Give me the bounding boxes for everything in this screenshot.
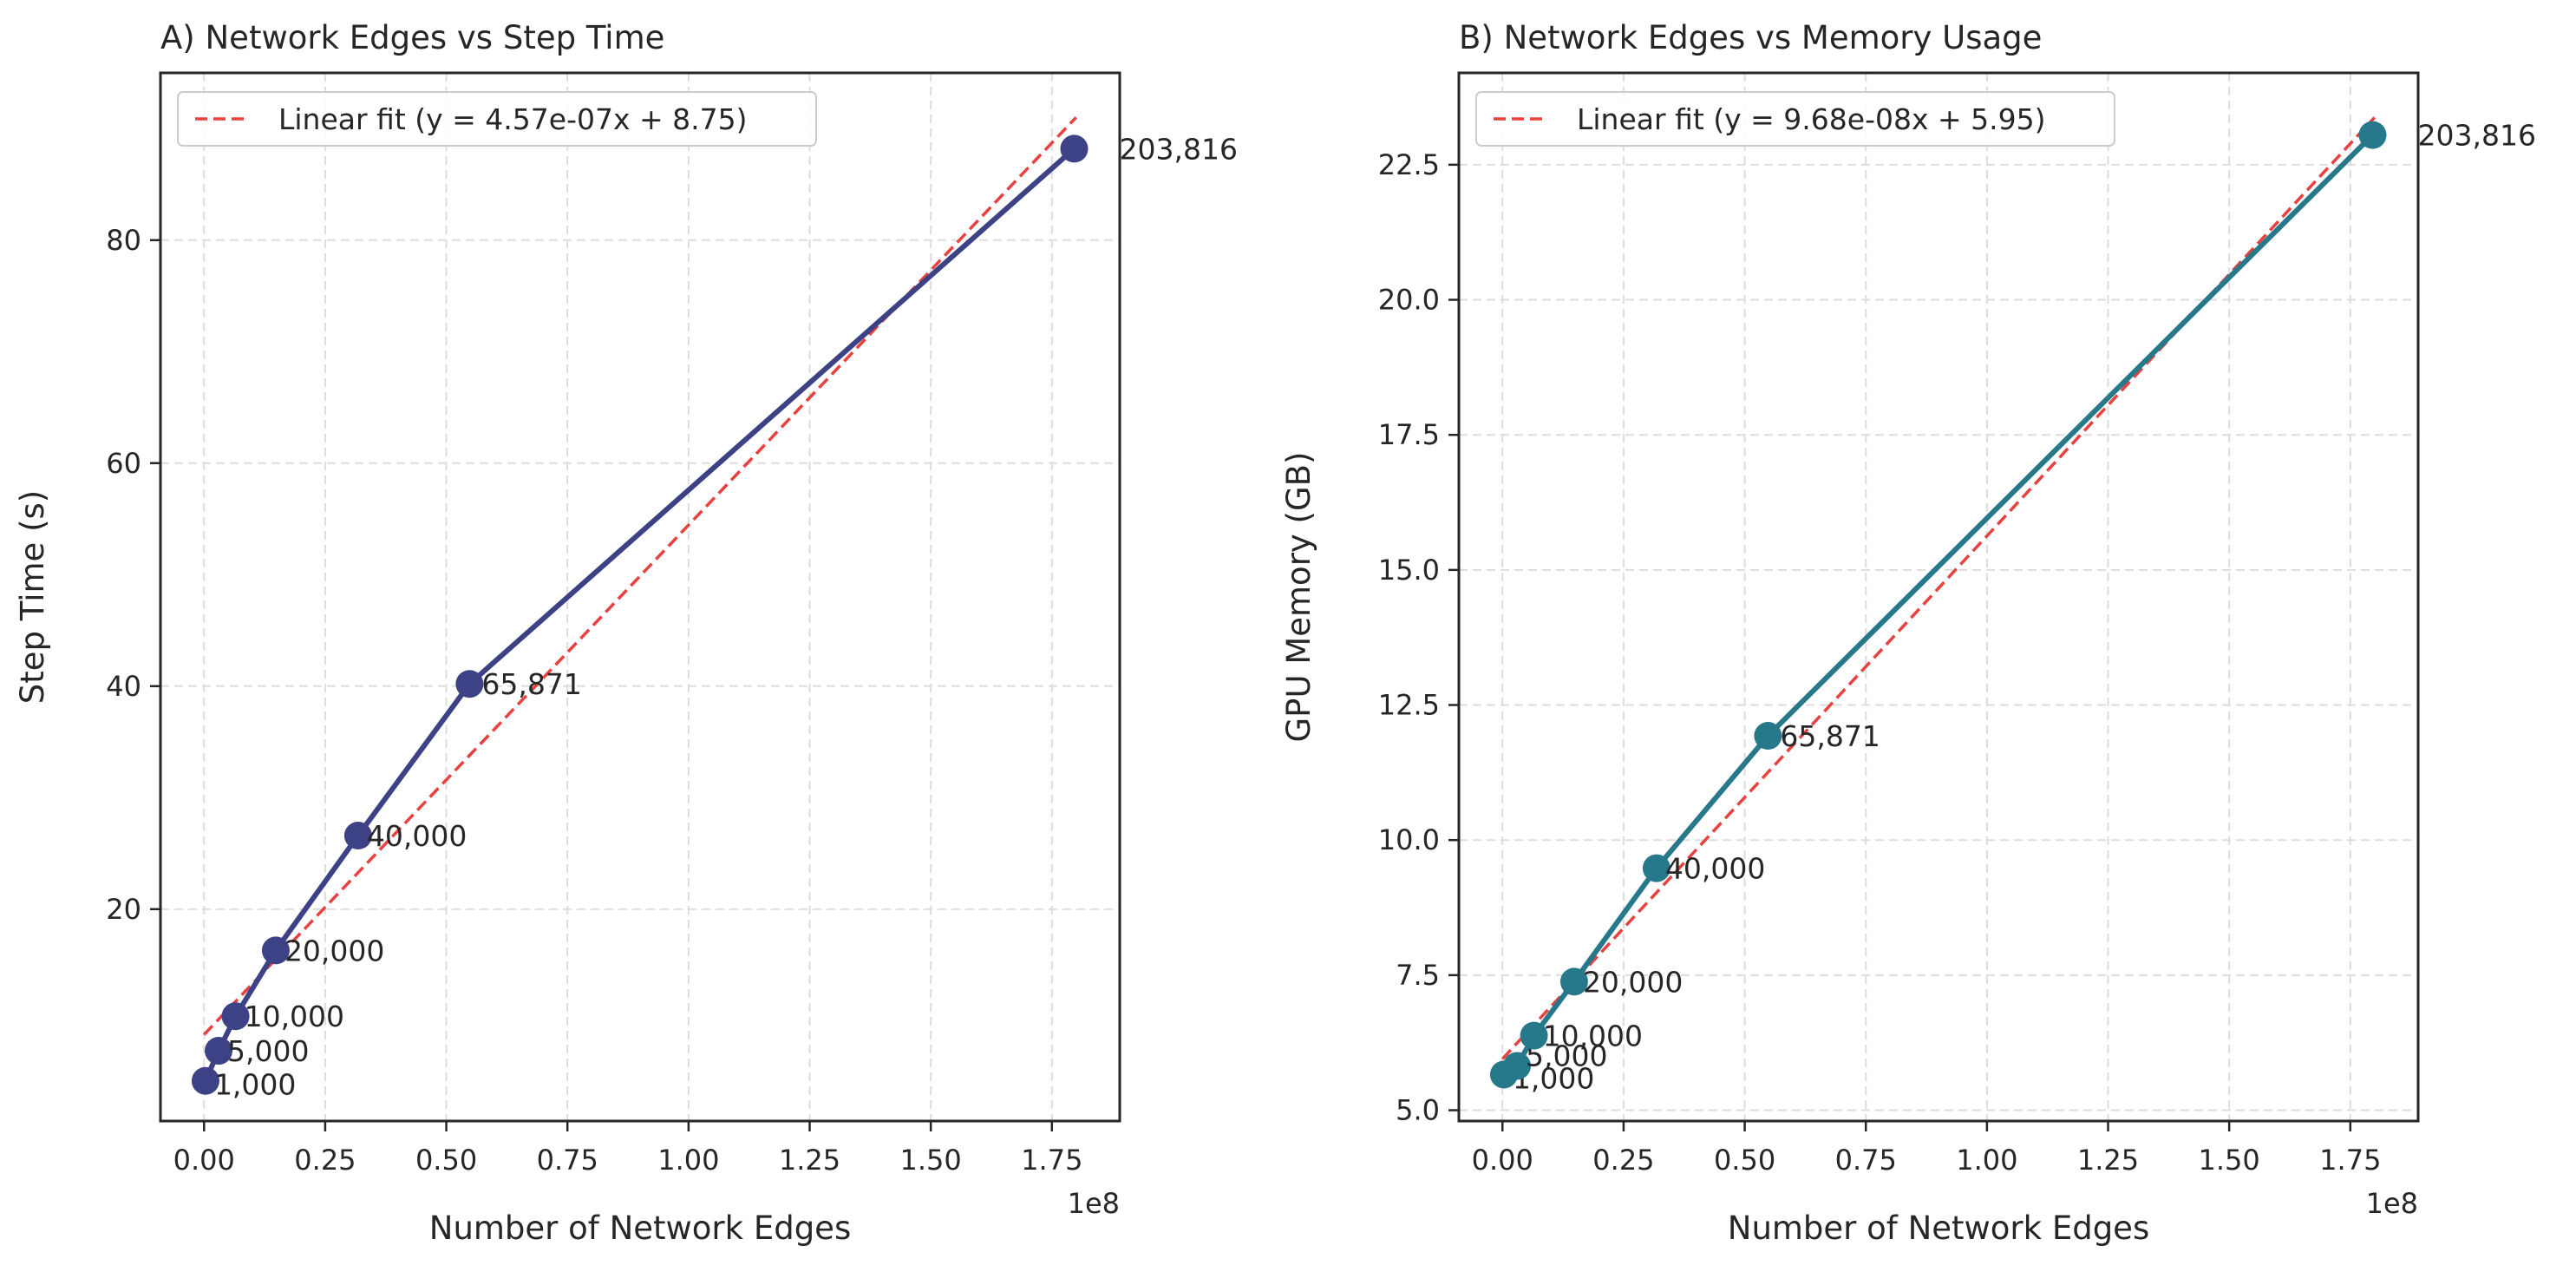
x-tick-label: 1.00 bbox=[657, 1144, 719, 1177]
x-tick-label: 1.75 bbox=[1021, 1144, 1082, 1177]
point-annotation: 40,000 bbox=[367, 819, 467, 853]
point-annotation: 10,000 bbox=[1543, 1020, 1643, 1053]
data-point-marker bbox=[1503, 1052, 1532, 1080]
legend-box bbox=[1475, 91, 2115, 147]
plot-frame bbox=[1457, 71, 2420, 1123]
data-point-marker bbox=[455, 670, 484, 698]
point-annotation: 1,000 bbox=[214, 1068, 296, 1102]
data-point-marker bbox=[205, 1037, 233, 1065]
x-axis-label: Number of Network Edges bbox=[429, 1210, 851, 1247]
chart-title: B) Network Edges vs Memory Usage bbox=[1459, 19, 2042, 56]
y-tick-label: 60 bbox=[106, 447, 141, 480]
point-annotation: 20,000 bbox=[1583, 965, 1683, 999]
point-annotation: 203,816 bbox=[2417, 119, 2535, 153]
x-tick-label: 1.50 bbox=[900, 1144, 962, 1177]
y-tick-label: 7.5 bbox=[1396, 959, 1440, 992]
point-annotation: 40,000 bbox=[1665, 852, 1765, 886]
point-annotation: 5,000 bbox=[227, 1034, 309, 1068]
data-point-marker bbox=[1520, 1021, 1548, 1050]
x-tick-label: 1.50 bbox=[2199, 1144, 2260, 1177]
data-point-marker bbox=[261, 936, 290, 965]
plot-frame bbox=[159, 71, 1121, 1123]
data-point-marker bbox=[2358, 121, 2387, 149]
point-annotation: 203,816 bbox=[1119, 132, 1237, 166]
data-point-marker bbox=[1754, 722, 1782, 751]
x-offset-label: 1e8 bbox=[1068, 1187, 1120, 1220]
data-point-marker bbox=[1642, 854, 1670, 882]
y-tick-label: 20 bbox=[106, 893, 141, 926]
linear-fit-line bbox=[203, 116, 1077, 1036]
y-tick-label: 17.5 bbox=[1378, 418, 1440, 451]
y-tick-label: 15.0 bbox=[1378, 554, 1440, 587]
x-tick-label: 0.25 bbox=[1592, 1144, 1654, 1177]
data-point-marker bbox=[343, 822, 372, 850]
x-axis-label: Number of Network Edges bbox=[1728, 1210, 2149, 1247]
x-offset-label: 1e8 bbox=[2366, 1187, 2418, 1220]
x-tick-label: 0.50 bbox=[415, 1144, 477, 1177]
y-tick-label: 22.5 bbox=[1378, 148, 1440, 181]
data-point-marker bbox=[1060, 134, 1089, 163]
data-point-marker bbox=[191, 1066, 219, 1095]
x-tick-label: 1.25 bbox=[2077, 1144, 2139, 1177]
x-tick-label: 1.25 bbox=[779, 1144, 840, 1177]
x-tick-label: 0.25 bbox=[294, 1144, 356, 1177]
x-tick-label: 0.75 bbox=[537, 1144, 598, 1177]
y-tick-label: 10.0 bbox=[1378, 823, 1440, 856]
y-tick-label: 5.0 bbox=[1396, 1094, 1440, 1127]
panel-b: 0.00 0.25 0.50 0.75 1.00 1.25 1.50 1.75 5.0 7.5 10… bbox=[1280, 19, 2536, 1247]
y-tick-label: 40 bbox=[106, 670, 141, 703]
y-axis-label: GPU Memory (GB) bbox=[1280, 452, 1317, 743]
y-axis-label: Step Time (s) bbox=[14, 490, 51, 704]
legend-fit-label: Linear fit (y = 4.57e-07x + 8.75) bbox=[278, 102, 748, 136]
x-tick-label: 0.00 bbox=[1472, 1144, 1533, 1177]
chart-title: A) Network Edges vs Step Time bbox=[160, 19, 664, 56]
point-annotation: 20,000 bbox=[284, 934, 384, 967]
x-tick-label: 0.50 bbox=[1714, 1144, 1775, 1177]
legend: Linear fit (y = 9.68e-08x + 5.95) bbox=[1475, 91, 2115, 147]
point-annotation: 65,871 bbox=[1780, 719, 1880, 753]
panel-a: 0.00 0.25 0.50 0.75 1.00 1.25 1.50 1.75 20 40 60 80… bbox=[14, 19, 1238, 1247]
x-tick-label: 1.00 bbox=[1956, 1144, 2017, 1177]
y-tick-label: 12.5 bbox=[1378, 689, 1440, 722]
legend-box bbox=[177, 91, 817, 147]
y-tick-label: 20.0 bbox=[1378, 284, 1440, 317]
data-point-marker bbox=[1559, 967, 1588, 996]
point-annotation: 65,871 bbox=[481, 667, 581, 701]
y-tick-label: 80 bbox=[106, 224, 141, 257]
data-point-marker bbox=[221, 1002, 250, 1031]
x-tick-label: 0.75 bbox=[1835, 1144, 1897, 1177]
linear-fit-line bbox=[1500, 116, 2377, 1060]
point-annotation: 10,000 bbox=[245, 1000, 344, 1033]
x-tick-label: 1.75 bbox=[2319, 1144, 2381, 1177]
legend-fit-label: Linear fit (y = 9.68e-08x + 5.95) bbox=[1577, 102, 2046, 136]
legend: Linear fit (y = 4.57e-07x + 8.75) bbox=[177, 91, 817, 147]
x-tick-label: 0.00 bbox=[173, 1144, 235, 1177]
